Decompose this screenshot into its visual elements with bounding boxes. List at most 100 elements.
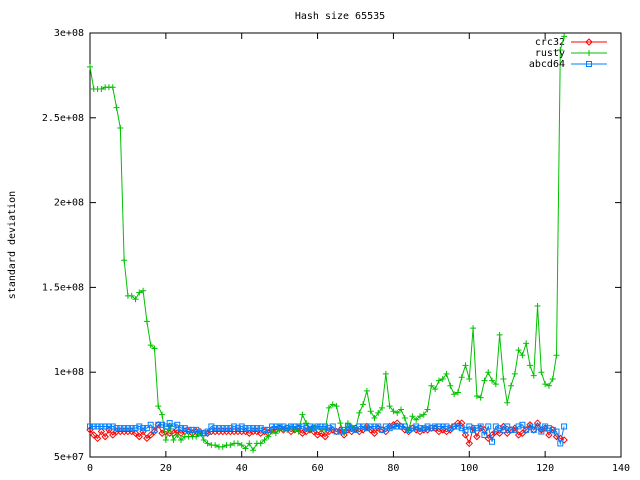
point bbox=[561, 423, 568, 430]
point bbox=[462, 426, 469, 433]
point bbox=[504, 399, 511, 406]
point bbox=[504, 423, 511, 430]
point bbox=[219, 425, 226, 432]
point bbox=[227, 425, 234, 432]
x-tick-label: 100 bbox=[460, 463, 478, 474]
point bbox=[485, 423, 492, 430]
point bbox=[143, 434, 151, 443]
point bbox=[155, 403, 162, 410]
point bbox=[280, 423, 287, 430]
point bbox=[549, 375, 556, 382]
point bbox=[367, 408, 374, 415]
point bbox=[212, 442, 219, 449]
point bbox=[131, 429, 140, 437]
point bbox=[162, 437, 169, 444]
point bbox=[291, 426, 298, 433]
point bbox=[416, 413, 423, 420]
point bbox=[492, 381, 499, 388]
y-tick-label: 5e+07 bbox=[54, 452, 84, 463]
point bbox=[416, 425, 423, 432]
point bbox=[159, 411, 166, 418]
point bbox=[394, 423, 401, 430]
point bbox=[363, 387, 370, 394]
point bbox=[428, 382, 435, 389]
point bbox=[398, 406, 405, 413]
point bbox=[166, 423, 173, 430]
point bbox=[500, 426, 507, 433]
series-line bbox=[90, 422, 565, 446]
point bbox=[170, 423, 177, 430]
point bbox=[360, 401, 367, 408]
point bbox=[170, 437, 177, 444]
point bbox=[447, 425, 454, 432]
point bbox=[306, 426, 313, 433]
point bbox=[538, 369, 545, 376]
point bbox=[473, 425, 480, 432]
point bbox=[557, 440, 564, 447]
point bbox=[196, 430, 203, 437]
x-tick-label: 120 bbox=[536, 463, 554, 474]
point bbox=[371, 414, 378, 421]
y-tick-label: 3e+08 bbox=[54, 28, 84, 39]
point bbox=[519, 352, 526, 359]
y-axis-label: standard deviation bbox=[7, 191, 18, 299]
point bbox=[458, 425, 465, 432]
point bbox=[288, 423, 295, 430]
legend-label: abcd64 bbox=[529, 59, 565, 70]
point bbox=[269, 423, 276, 430]
point bbox=[341, 426, 348, 433]
point bbox=[90, 431, 98, 439]
y-tick-label: 1.5e+08 bbox=[42, 282, 84, 293]
point bbox=[97, 427, 106, 436]
point bbox=[136, 289, 143, 296]
point bbox=[511, 426, 518, 433]
point bbox=[250, 447, 257, 454]
point bbox=[432, 386, 439, 393]
point bbox=[109, 431, 117, 439]
point bbox=[146, 431, 155, 439]
point bbox=[272, 430, 279, 437]
point bbox=[93, 434, 102, 443]
point bbox=[284, 425, 291, 432]
point bbox=[386, 425, 393, 432]
point bbox=[401, 414, 408, 421]
point bbox=[321, 432, 329, 441]
point bbox=[435, 423, 442, 430]
point bbox=[212, 425, 219, 432]
point bbox=[98, 85, 105, 92]
point bbox=[132, 425, 139, 432]
legend-marker bbox=[585, 38, 593, 46]
point bbox=[299, 411, 306, 418]
point bbox=[454, 389, 461, 396]
point bbox=[193, 426, 200, 433]
point bbox=[481, 431, 488, 438]
point bbox=[542, 423, 549, 430]
point bbox=[143, 318, 150, 325]
legend-label: crc32 bbox=[535, 37, 565, 48]
point bbox=[545, 425, 552, 432]
point bbox=[132, 296, 139, 303]
point bbox=[473, 392, 480, 399]
point bbox=[508, 426, 515, 433]
x-tick-label: 140 bbox=[612, 463, 630, 474]
point bbox=[314, 423, 321, 430]
point bbox=[344, 423, 351, 430]
chart-title: Hash size 65535 bbox=[295, 11, 385, 22]
point bbox=[394, 409, 401, 416]
point bbox=[542, 381, 549, 388]
point bbox=[466, 375, 473, 382]
point bbox=[117, 425, 124, 432]
point bbox=[370, 429, 379, 437]
point bbox=[151, 345, 158, 352]
point bbox=[204, 440, 211, 447]
point bbox=[128, 425, 135, 432]
point bbox=[147, 342, 154, 349]
point bbox=[485, 369, 492, 376]
point bbox=[333, 403, 340, 410]
legend-marker bbox=[586, 61, 592, 67]
point bbox=[352, 426, 359, 433]
point bbox=[454, 423, 461, 430]
point bbox=[557, 46, 564, 53]
point bbox=[193, 433, 200, 440]
